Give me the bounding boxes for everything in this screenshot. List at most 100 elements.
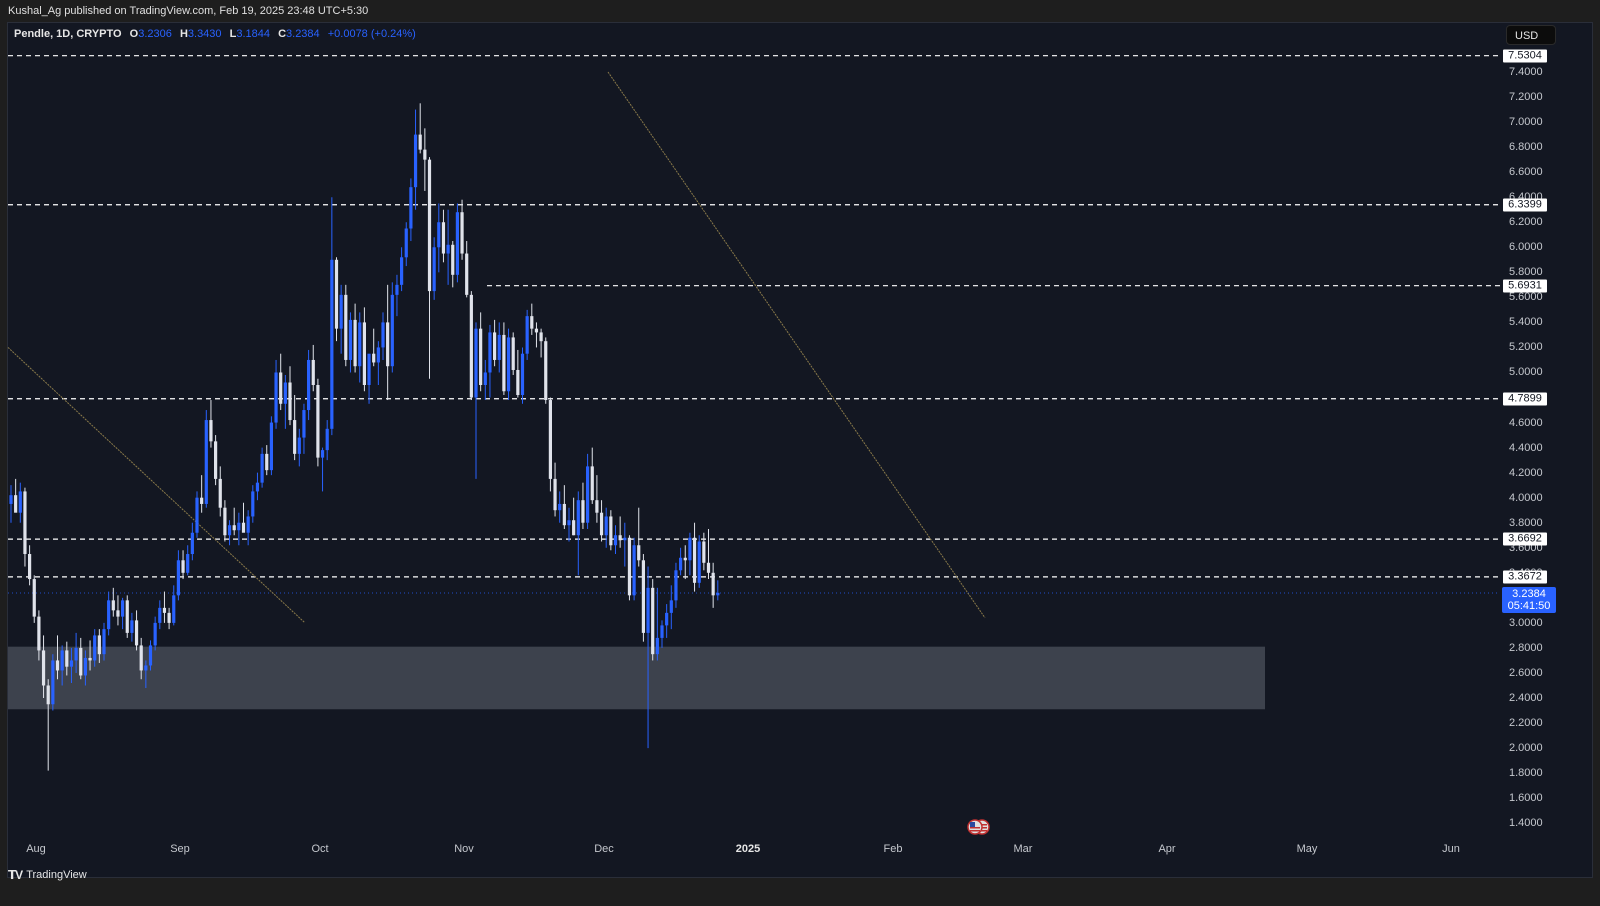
candle[interactable] bbox=[479, 328, 483, 385]
candle[interactable] bbox=[572, 520, 576, 536]
candle[interactable] bbox=[511, 337, 515, 370]
candle[interactable] bbox=[14, 495, 18, 513]
candle[interactable] bbox=[432, 247, 436, 292]
candle[interactable] bbox=[46, 685, 50, 705]
candle[interactable] bbox=[386, 322, 390, 367]
candle[interactable] bbox=[576, 500, 580, 536]
candle[interactable] bbox=[60, 650, 64, 671]
candle[interactable] bbox=[460, 212, 464, 254]
candle[interactable] bbox=[404, 228, 408, 258]
candle[interactable] bbox=[558, 503, 562, 511]
candle[interactable] bbox=[200, 497, 204, 504]
candle[interactable] bbox=[227, 525, 232, 536]
candle[interactable] bbox=[516, 369, 520, 396]
candle[interactable] bbox=[441, 222, 446, 254]
candle[interactable] bbox=[218, 478, 222, 508]
candle[interactable] bbox=[358, 322, 362, 367]
candle[interactable] bbox=[223, 507, 227, 536]
candle[interactable] bbox=[413, 134, 418, 188]
candle[interactable] bbox=[344, 294, 348, 360]
candle[interactable] bbox=[167, 612, 171, 623]
candle[interactable] bbox=[665, 612, 669, 626]
candle[interactable] bbox=[246, 516, 250, 533]
candle[interactable] bbox=[269, 422, 273, 471]
candle[interactable] bbox=[544, 341, 548, 401]
candle[interactable] bbox=[274, 372, 278, 423]
candle[interactable] bbox=[609, 516, 613, 546]
candle[interactable] bbox=[186, 554, 190, 573]
candle[interactable] bbox=[251, 491, 255, 517]
candle[interactable] bbox=[79, 647, 83, 676]
candle[interactable] bbox=[130, 620, 134, 633]
candle[interactable] bbox=[134, 620, 139, 646]
candle[interactable] bbox=[599, 512, 604, 536]
candle[interactable] bbox=[683, 557, 687, 561]
candle[interactable] bbox=[376, 347, 380, 363]
candle[interactable] bbox=[320, 450, 325, 458]
candle[interactable] bbox=[595, 500, 599, 513]
candle[interactable] bbox=[307, 359, 311, 411]
candle[interactable] bbox=[353, 319, 357, 367]
candle[interactable] bbox=[93, 635, 97, 661]
candle[interactable] bbox=[348, 319, 353, 360]
candle[interactable] bbox=[288, 382, 292, 421]
candle[interactable] bbox=[311, 359, 315, 385]
candle[interactable] bbox=[255, 482, 260, 492]
candle[interactable] bbox=[74, 647, 78, 661]
candle[interactable] bbox=[637, 545, 641, 561]
candle[interactable] bbox=[427, 159, 432, 292]
candle[interactable] bbox=[437, 222, 441, 248]
candle[interactable] bbox=[604, 516, 608, 536]
candle[interactable] bbox=[692, 537, 697, 583]
candle[interactable] bbox=[116, 610, 120, 617]
candle[interactable] bbox=[18, 491, 22, 513]
candle[interactable] bbox=[237, 522, 241, 531]
candle[interactable] bbox=[451, 244, 455, 275]
candle[interactable] bbox=[627, 537, 632, 596]
candle[interactable] bbox=[283, 382, 287, 404]
candle[interactable] bbox=[214, 441, 218, 479]
candle[interactable] bbox=[674, 570, 678, 601]
candle[interactable] bbox=[381, 322, 385, 348]
candle[interactable] bbox=[339, 294, 343, 329]
candle[interactable] bbox=[97, 635, 101, 655]
trendline[interactable] bbox=[607, 71, 986, 619]
candle[interactable] bbox=[395, 284, 399, 295]
candle[interactable] bbox=[158, 607, 162, 623]
candle[interactable] bbox=[195, 497, 199, 533]
candle[interactable] bbox=[409, 187, 413, 229]
candle[interactable] bbox=[632, 545, 636, 596]
candle[interactable] bbox=[483, 372, 487, 385]
candle[interactable] bbox=[488, 332, 492, 373]
candle[interactable] bbox=[69, 660, 74, 667]
candle[interactable] bbox=[423, 149, 427, 160]
candle[interactable] bbox=[372, 353, 376, 363]
candle[interactable] bbox=[88, 657, 92, 661]
candle[interactable] bbox=[330, 259, 334, 429]
candle[interactable] bbox=[65, 650, 69, 667]
candle[interactable] bbox=[51, 660, 55, 705]
candle[interactable] bbox=[232, 525, 236, 531]
candle[interactable] bbox=[586, 466, 590, 523]
candle[interactable] bbox=[9, 495, 13, 504]
candle[interactable] bbox=[153, 622, 157, 646]
candle[interactable] bbox=[465, 253, 469, 295]
candle[interactable] bbox=[41, 650, 46, 686]
candle[interactable] bbox=[125, 600, 129, 633]
candle[interactable] bbox=[553, 478, 557, 511]
candle[interactable] bbox=[502, 334, 506, 392]
candle[interactable] bbox=[260, 453, 264, 483]
candle[interactable] bbox=[107, 600, 111, 630]
candle[interactable] bbox=[539, 332, 543, 342]
candle[interactable] bbox=[455, 212, 459, 275]
candle[interactable] bbox=[623, 537, 627, 541]
candle[interactable] bbox=[139, 645, 143, 671]
trendline[interactable] bbox=[7, 347, 306, 624]
us-economic-events-icon[interactable] bbox=[966, 818, 996, 836]
candle[interactable] bbox=[204, 420, 208, 504]
candle[interactable] bbox=[367, 353, 371, 385]
candle[interactable] bbox=[669, 600, 673, 613]
candle[interactable] bbox=[162, 607, 167, 613]
candle[interactable] bbox=[520, 353, 525, 396]
candle[interactable] bbox=[646, 587, 650, 633]
